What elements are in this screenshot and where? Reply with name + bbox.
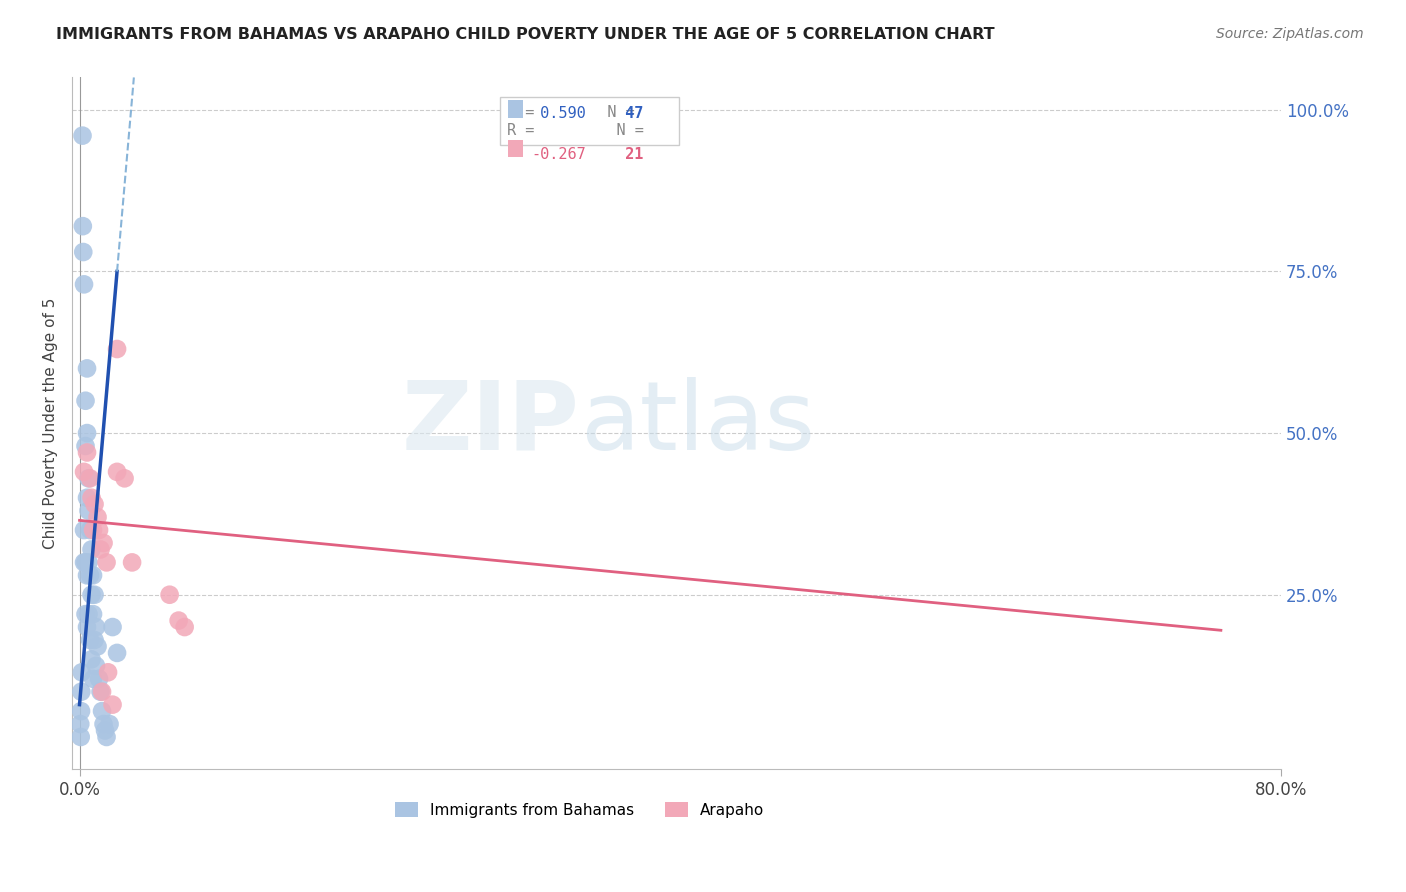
Point (76, 568, 98, 582)
Point (70, 704, 93, 718)
Point (97, 665, 120, 680)
Point (84, 620, 107, 634)
Text: atlas: atlas (579, 377, 815, 470)
Point (75, 393, 97, 408)
Point (91, 684, 114, 698)
Point (77, 555, 100, 569)
Point (69, 717, 91, 731)
Point (80, 542, 103, 557)
Point (90, 684, 112, 698)
Point (70, 665, 93, 680)
Point (82, 568, 104, 582)
Point (93, 717, 115, 731)
Point (93, 536, 115, 550)
Point (173, 620, 195, 634)
Point (105, 342, 128, 356)
Legend: Immigrants from Bahamas, Arapaho: Immigrants from Bahamas, Arapaho (389, 796, 770, 824)
Point (80, 652, 103, 666)
Point (96, 555, 118, 569)
Point (80, 491, 103, 505)
Point (87, 523, 110, 537)
Point (69, 730, 91, 744)
Point (77, 503, 100, 517)
Point (76, 491, 98, 505)
Point (94, 723, 117, 738)
Point (83, 632, 105, 647)
Point (77, 607, 100, 621)
Point (79, 632, 101, 647)
Point (79, 523, 101, 537)
Point (91, 704, 114, 718)
FancyBboxPatch shape (509, 100, 523, 118)
Point (83, 497, 105, 511)
Point (90, 542, 112, 557)
Point (76, 361, 98, 376)
Point (73, 465, 96, 479)
Point (96, 730, 118, 744)
Point (84, 658, 107, 673)
Point (86, 510, 108, 524)
Point (167, 614, 190, 628)
Point (75, 439, 97, 453)
Point (105, 646, 128, 660)
Point (79, 471, 101, 485)
Point (105, 465, 128, 479)
Point (82, 607, 104, 621)
Text: ZIP: ZIP (402, 377, 579, 470)
Text: R =        N =    
R =         N =: R = N = R = N = (508, 105, 672, 137)
Point (101, 698, 124, 712)
Point (114, 471, 136, 485)
Point (86, 640, 108, 654)
Point (76, 445, 98, 459)
Point (72, 245, 94, 260)
Point (82, 672, 104, 686)
Point (82, 523, 104, 537)
Text: 21: 21 (616, 146, 644, 161)
Point (73, 555, 96, 569)
Text: 0.590: 0.590 (531, 106, 586, 120)
Point (79, 568, 101, 582)
Point (73, 277, 96, 292)
Point (72, 128, 94, 143)
Point (72, 219, 94, 234)
Point (87, 672, 110, 686)
Point (70, 684, 93, 698)
Text: IMMIGRANTS FROM BAHAMAS VS ARAPAHO CHILD POVERTY UNDER THE AGE OF 5 CORRELATION : IMMIGRANTS FROM BAHAMAS VS ARAPAHO CHILD… (56, 27, 995, 42)
Point (76, 426, 98, 441)
FancyBboxPatch shape (509, 140, 523, 157)
Point (75, 555, 97, 569)
Text: -0.267: -0.267 (531, 146, 586, 161)
Point (101, 620, 124, 634)
Point (75, 607, 97, 621)
Point (77, 471, 100, 485)
Point (73, 523, 96, 537)
Point (98, 717, 121, 731)
Point (83, 588, 105, 602)
Point (159, 588, 181, 602)
Point (80, 588, 103, 602)
Text: Source: ZipAtlas.com: Source: ZipAtlas.com (1216, 27, 1364, 41)
Text: 47: 47 (616, 106, 644, 120)
Point (121, 555, 143, 569)
Point (76, 620, 98, 634)
Y-axis label: Child Poverty Under the Age of 5: Child Poverty Under the Age of 5 (44, 298, 58, 549)
